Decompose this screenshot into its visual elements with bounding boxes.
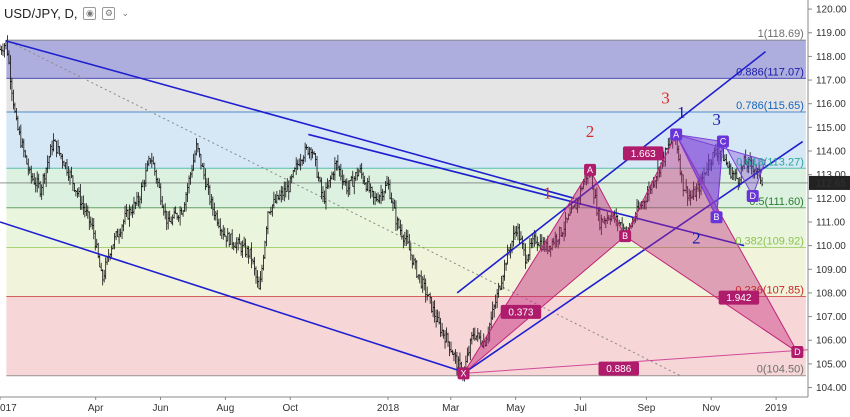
x-tick-label: Sep — [638, 403, 656, 414]
fib-level-label: 0.5(111.60) — [749, 196, 804, 208]
y-tick-label: 117.00 — [816, 76, 846, 87]
pattern-point-marker — [584, 163, 597, 176]
fib-level-label: 0.886(117.07) — [736, 66, 804, 78]
ratio-label: 0.373 — [508, 307, 533, 318]
trend-line — [463, 140, 804, 375]
x-tick-label: May — [506, 403, 525, 414]
wave-label: 2 — [586, 122, 595, 141]
ratio-label: 0.886 — [606, 364, 631, 375]
x-axis: 017 Apr Jun Aug Oct 2018 Mar May Jul Sep Nov 2019 — [0, 396, 850, 417]
x-tick-label: Jul — [574, 403, 587, 414]
ratio-box — [718, 290, 760, 305]
y-tick-label: 107.00 — [816, 312, 847, 323]
current-price-tag — [809, 175, 850, 190]
y-tick-label: 113.00 — [816, 170, 846, 181]
y-tick-label: 109.00 — [816, 265, 847, 276]
fib-band — [6, 296, 806, 376]
pattern-point-marker — [746, 189, 759, 202]
x-tick-label: Aug — [216, 403, 234, 414]
pattern-point-label: B — [622, 231, 628, 241]
pattern-point-label: A — [673, 129, 679, 139]
trend-line — [456, 51, 766, 294]
wave-label: 1 — [677, 103, 686, 122]
pattern-point-marker — [716, 135, 729, 148]
fib-level-label: 1(118.69) — [758, 28, 804, 40]
xd-line — [463, 349, 809, 374]
x-tick-label: Apr — [88, 403, 104, 414]
wave-label: 3 — [661, 89, 670, 108]
y-tick-label: 108.00 — [816, 288, 847, 299]
fib-band — [6, 78, 806, 112]
ratio-box — [598, 361, 640, 376]
x-tick-label: Nov — [702, 403, 720, 414]
gear-icon[interactable]: ⚙ — [102, 7, 116, 20]
eye-icon[interactable]: ◉ — [83, 7, 97, 20]
ratio-box — [622, 146, 664, 161]
y-axis: 120.00 119.00 118.00 117.00 116.00 115.00 114.… — [807, 0, 850, 417]
fib-band — [6, 40, 806, 79]
fib-level-label: 0.382(109.92) — [735, 236, 804, 248]
y-tick-label: 106.00 — [816, 336, 847, 347]
fib-band — [6, 247, 806, 297]
x-axis-bg — [0, 397, 850, 417]
pattern-point-label: B — [714, 212, 720, 222]
grid-lines — [0, 39, 808, 377]
pattern-point-label: C — [720, 137, 727, 147]
x-tick-label: Mar — [442, 403, 460, 414]
symbol-title[interactable]: USD/JPY, D, — [4, 6, 78, 21]
x-tick-label: Oct — [282, 403, 298, 414]
ratio-label: 1.942 — [726, 293, 751, 304]
fib-diagonal — [6, 39, 681, 377]
y-tick-label: 118.00 — [816, 52, 846, 63]
y-tick-label: 116.00 — [816, 99, 846, 110]
wave-label: 2 — [692, 228, 701, 247]
chevron-down-icon[interactable]: ⌄ — [121, 8, 129, 18]
x-tick-label: 017 — [0, 403, 17, 414]
trend-lines — [0, 40, 809, 375]
pattern-point-label: X — [461, 368, 467, 378]
ratio-box — [500, 304, 542, 319]
pattern-xab — [463, 168, 626, 374]
pattern-point-marker — [670, 128, 683, 141]
y-tick-label: 120.00 — [816, 5, 847, 16]
y-tick-label: 111.00 — [816, 217, 846, 228]
trend-line — [6, 40, 575, 200]
trend-line — [308, 133, 745, 247]
y-tick-label: 112.00 — [816, 194, 846, 205]
y-axis-bg — [808, 0, 850, 417]
y-tick-label: 115.00 — [816, 123, 846, 134]
pattern-point-label: D — [794, 347, 801, 357]
pattern-point-marker — [791, 346, 804, 359]
trend-line — [0, 221, 469, 375]
pattern-point-label: D — [749, 191, 756, 201]
pattern-point-label: A — [587, 165, 593, 175]
y-tick-label: 105.00 — [816, 359, 847, 370]
y-tick-label: 104.00 — [816, 383, 847, 394]
pattern-purple-2 — [675, 133, 767, 220]
current-price-label: 112.65 — [816, 178, 846, 189]
pattern-point-marker — [619, 230, 632, 243]
y-tick-label: 119.00 — [816, 28, 846, 39]
pattern-point-marker — [457, 367, 470, 380]
y-tick-label: 110.00 — [816, 241, 846, 252]
pattern-point-marker — [710, 211, 723, 224]
x-tick-label: 2018 — [377, 403, 400, 414]
wave-label: 3 — [712, 110, 721, 129]
y-tick-label: 114.00 — [816, 147, 846, 158]
wave-label: 1 — [543, 183, 552, 202]
x-tick-label: 2019 — [765, 403, 788, 414]
annotations: 1(118.69) 0.886(117.07) 0.786(115.65) 0.618… — [457, 28, 804, 380]
ratio-label: 1.663 — [631, 149, 656, 160]
fib-level-label: 0(104.50) — [757, 364, 804, 376]
fib-level-label: 0.786(115.65) — [736, 100, 804, 112]
chart-header: USD/JPY, D, ◉ ⚙ ⌄ — [4, 6, 129, 21]
fib-level-label: 0.618(113.27) — [736, 156, 804, 168]
x-tick-label: Jun — [152, 403, 168, 414]
